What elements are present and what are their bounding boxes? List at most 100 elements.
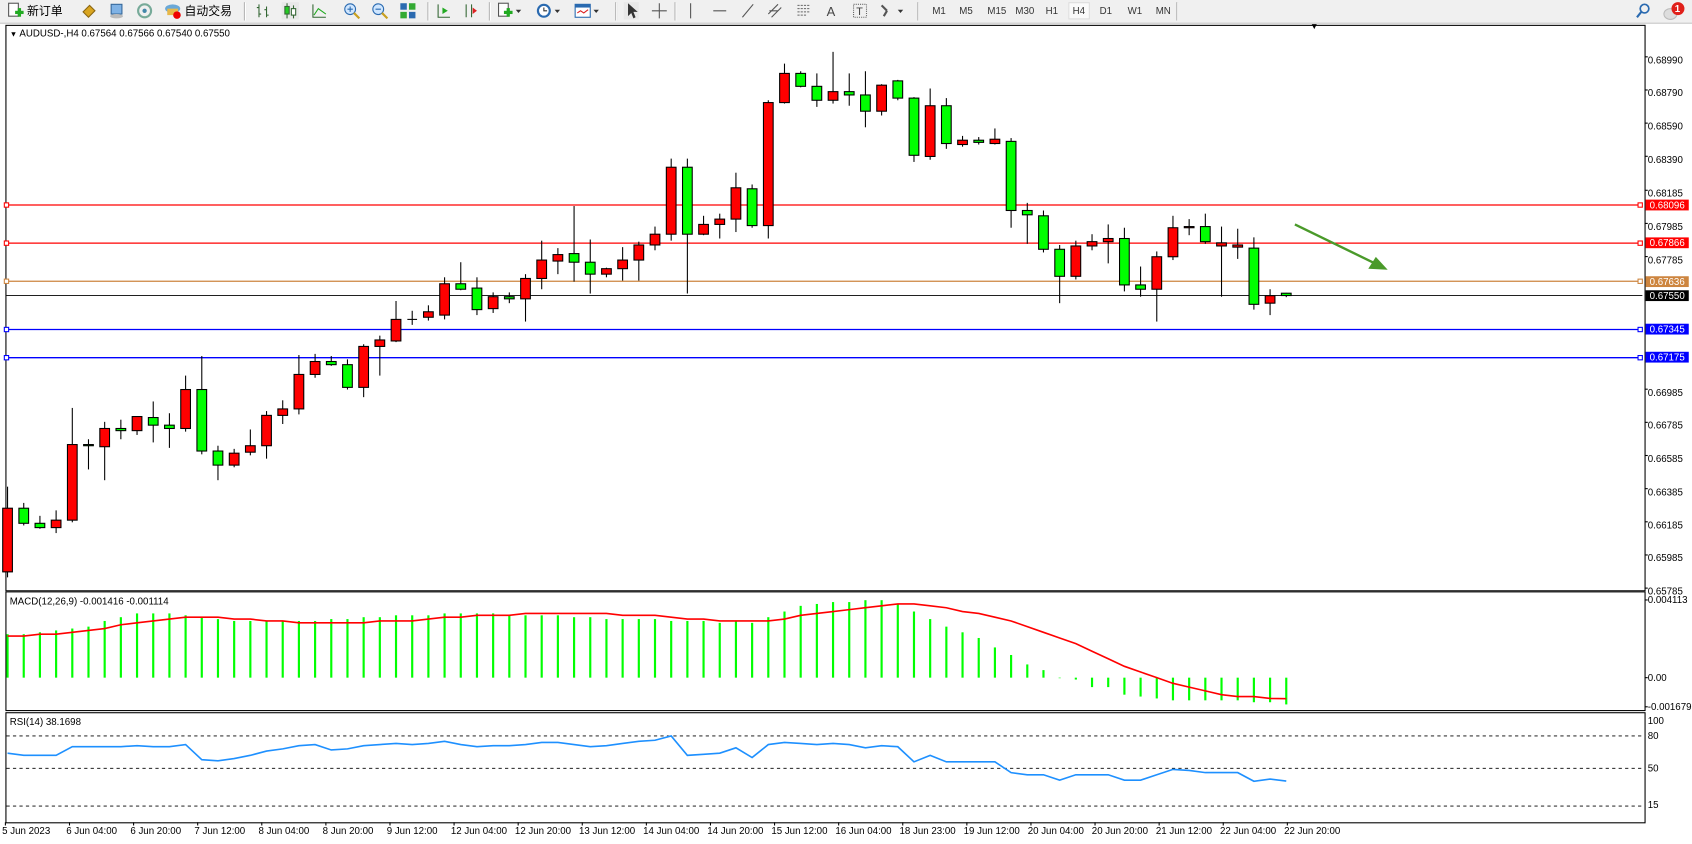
candle [746, 184, 758, 228]
macd-axis-zero: 0.00 [1647, 672, 1667, 684]
indicators-dropdown[interactable] [496, 2, 522, 19]
arrows-dropdown[interactable] [878, 2, 906, 19]
timeframe-mn-button[interactable]: MN [1155, 5, 1171, 17]
candle [244, 429, 256, 456]
candle-body [1070, 245, 1082, 277]
candle [390, 301, 402, 343]
candle-body [180, 388, 191, 430]
candle-body [131, 416, 143, 432]
macd-histogram-bar [411, 615, 414, 678]
candle-body [649, 233, 661, 246]
candle [407, 310, 418, 325]
candle [649, 226, 661, 251]
svg-text:A: A [827, 4, 836, 19]
chart-shift-button[interactable] [462, 2, 479, 19]
macd-histogram-bar [961, 632, 964, 678]
candle [50, 510, 62, 534]
macd-histogram-bar [1252, 677, 1255, 703]
candle [860, 71, 871, 128]
zoom-out-button[interactable] [371, 2, 389, 20]
line-chart-button[interactable] [311, 2, 328, 19]
timeframe-h1-button[interactable]: H1 [1045, 5, 1059, 17]
candle-body [455, 283, 467, 290]
chart-shift-marker-icon[interactable]: ▼ [1310, 21, 1319, 32]
auto-trading-label: 自动交易 [184, 5, 233, 19]
time-axis-label: 20 Jun 04:00 [1027, 825, 1084, 837]
search-button[interactable] [1636, 2, 1651, 19]
candle [876, 84, 888, 116]
rsi-level-100: 100 [1647, 715, 1664, 727]
timeframe-m30-button[interactable]: M30 [1015, 5, 1035, 17]
templates-dropdown[interactable] [574, 2, 600, 19]
timeframe-d1-button[interactable]: D1 [1099, 5, 1113, 17]
macd-histogram-bar [1090, 677, 1094, 688]
level-handle-icon [3, 278, 10, 284]
macd-histogram-bar [1042, 670, 1045, 678]
price-chart-panel[interactable] [5, 24, 1646, 592]
candle-body [779, 72, 790, 104]
macd-histogram-bar [751, 622, 754, 678]
autoscroll-button[interactable] [435, 2, 452, 19]
level-handle-icon [1637, 278, 1643, 284]
candle-body [2, 507, 13, 573]
auto-trading-button[interactable]: 自动交易 [164, 2, 232, 19]
vertical-line-button[interactable] [684, 2, 697, 19]
timeframe-h4-button[interactable]: H4 [1068, 2, 1090, 20]
trendline-button[interactable] [740, 2, 755, 19]
timeframe-m1-button[interactable]: M1 [932, 5, 946, 17]
horizontal-line-button[interactable] [712, 2, 727, 19]
candle-body [471, 287, 483, 311]
timeframe-m15-button[interactable]: M15 [987, 5, 1007, 17]
toolbar-separator [1176, 2, 1179, 21]
candle-body [924, 105, 936, 157]
chart-shift-icon [465, 4, 477, 18]
level-handle-icon [3, 326, 10, 333]
timeframe-m5-button[interactable]: M5 [959, 5, 973, 17]
candle [1119, 227, 1130, 292]
candle-body [1199, 226, 1211, 243]
macd-histogram-bar [605, 619, 608, 678]
macd-histogram-bar [103, 620, 106, 678]
candle [698, 215, 709, 236]
notifications-button[interactable]: 1 [1662, 2, 1688, 20]
zoom-in-button[interactable] [343, 2, 361, 20]
candle-body [1280, 292, 1292, 297]
rsi-line [7, 735, 1287, 783]
macd-histogram-bar [993, 647, 996, 678]
macd-histogram-bar [330, 619, 333, 678]
rsi-panel[interactable] [5, 712, 1646, 824]
bar-chart-button[interactable] [255, 2, 272, 19]
timeframe-w1-button[interactable]: W1 [1127, 5, 1143, 17]
candle [180, 375, 191, 432]
macd-axis-max: 0.004113 [1647, 594, 1688, 606]
candle-body [892, 80, 904, 99]
cursor-button[interactable] [623, 2, 639, 20]
candle [536, 240, 548, 290]
candle [228, 448, 240, 468]
notifications-icon [1663, 2, 1685, 20]
fibonacci-button[interactable] [795, 2, 812, 19]
candle-body [147, 417, 159, 426]
data-window-button[interactable] [108, 2, 125, 19]
trendline-icon [741, 3, 754, 18]
tile-windows-button[interactable] [399, 2, 416, 19]
navigator-button[interactable] [136, 2, 153, 19]
macd-panel[interactable] [5, 591, 1646, 712]
market-watch-button[interactable] [80, 2, 97, 19]
candlestick-button[interactable] [281, 2, 299, 20]
candle [1280, 292, 1292, 298]
candle-body [762, 102, 774, 227]
candle [212, 445, 224, 481]
equidistant-channel-button[interactable] [767, 2, 784, 19]
crosshair-button[interactable] [651, 2, 667, 19]
macd-histogram-bar [71, 628, 74, 678]
candle-body [1183, 226, 1195, 229]
macd-histogram-bar [831, 602, 835, 678]
text-label-button[interactable]: T [851, 2, 868, 19]
text-button[interactable]: A [824, 2, 839, 19]
text-icon: A [827, 4, 836, 19]
new-order-button[interactable]: 新订单 [6, 2, 63, 19]
macd-histogram-bar [216, 619, 220, 678]
chart-menu-triangle-icon[interactable]: ▼ [9, 31, 18, 39]
periods-dropdown[interactable] [535, 2, 561, 19]
